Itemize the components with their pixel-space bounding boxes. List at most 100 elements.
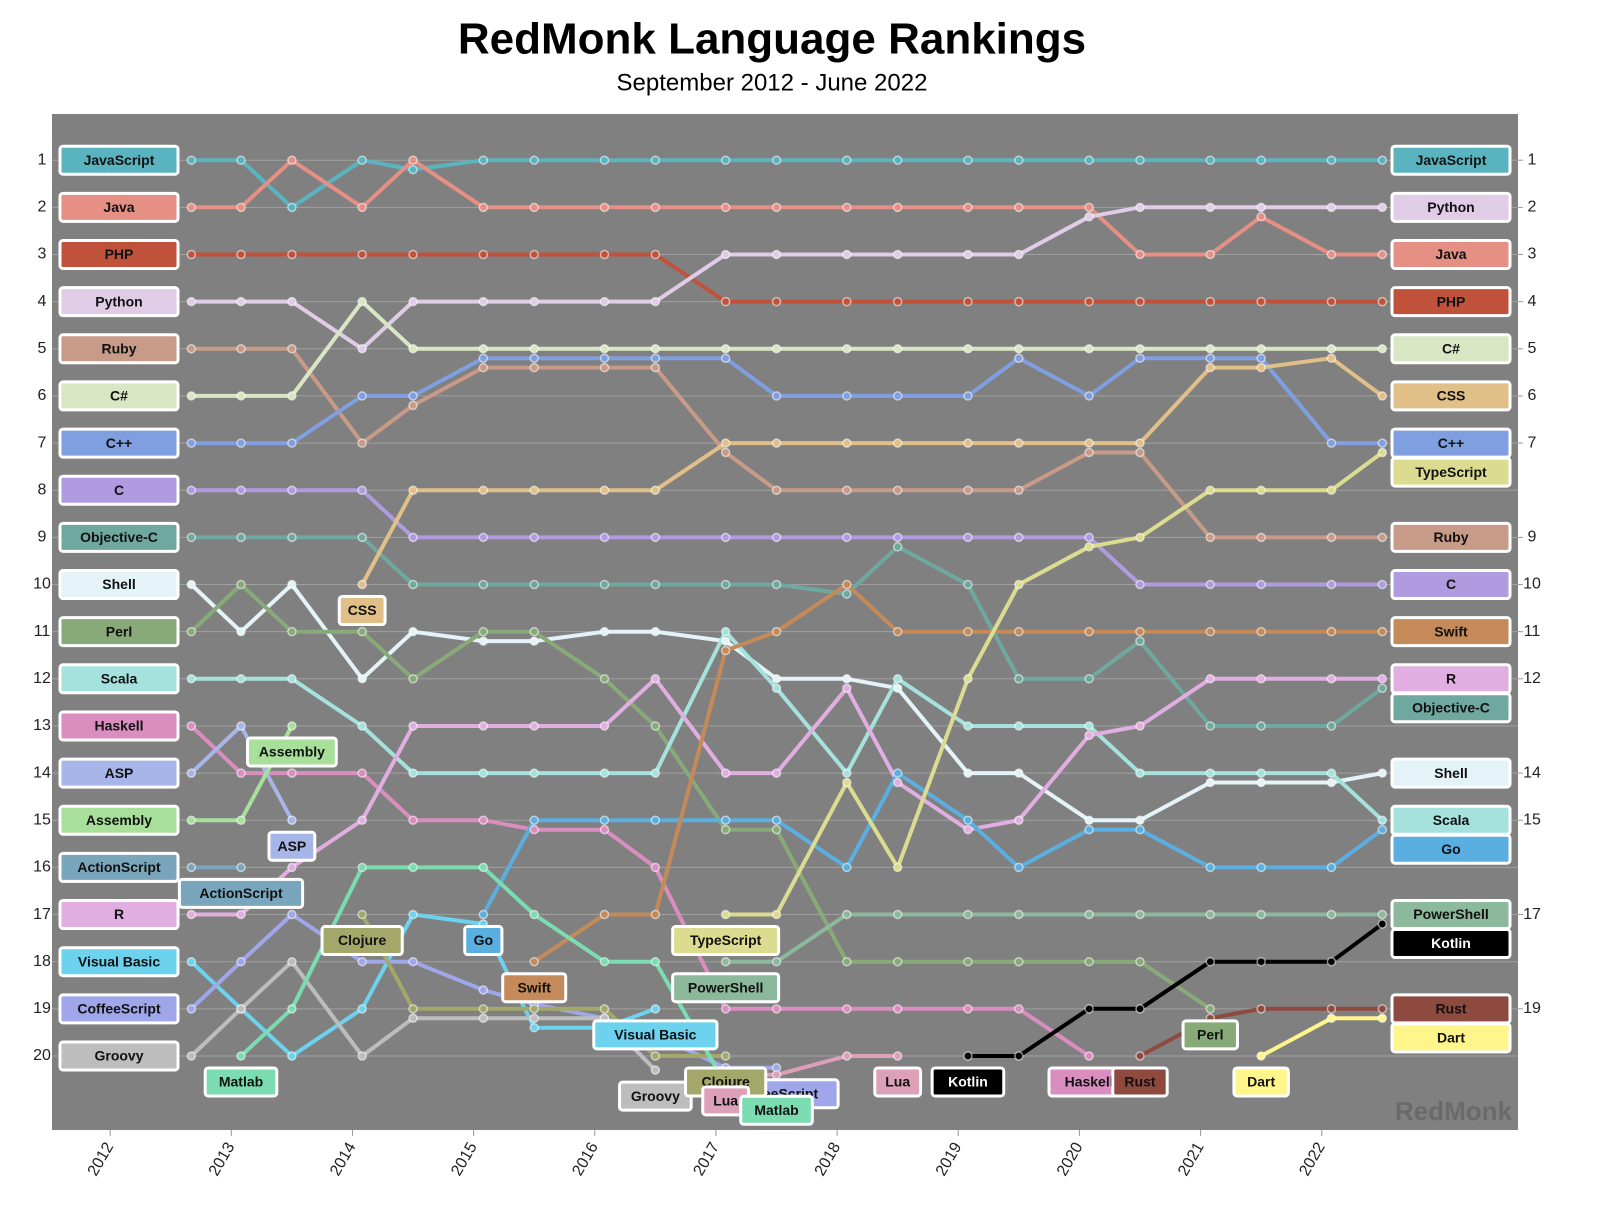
series-point [529,344,539,354]
series-point [1205,249,1216,260]
series-point [357,674,367,684]
series-point [599,532,610,543]
series-point [1256,155,1266,165]
series-point [1014,438,1024,448]
series-point [1084,1004,1094,1014]
series-point [1326,674,1337,684]
series-point [963,815,973,825]
label-text: Haskell [1065,1074,1114,1090]
series-point [1014,296,1024,307]
series-point [1326,249,1337,260]
series-point [1205,956,1216,967]
legend-right: Shell [1390,757,1512,789]
series-point [771,202,782,213]
series-point [236,862,246,873]
series-point [1377,249,1388,260]
label-text: PowerShell [688,979,763,995]
series-point [408,155,418,165]
series-point [408,674,418,684]
label-box [1390,238,1512,270]
legend-left: C++ [58,427,180,459]
x-tick-label: 2017 [691,1140,724,1179]
series-point [1256,1051,1266,1061]
series-point [650,296,661,307]
series-point [771,438,782,448]
series-point [1377,532,1388,543]
label-box [58,238,180,270]
series-point [186,391,197,401]
series-point [287,579,297,590]
series-point [186,1051,197,1061]
series-point [1084,674,1094,684]
series-point [720,438,731,448]
series-point [1135,824,1145,835]
series-point [1205,296,1216,307]
series-point [287,956,297,967]
series-point [357,296,367,307]
series-point [1256,768,1266,778]
label-box [58,191,180,223]
label-box [1181,1019,1239,1051]
legend-right: Dart [1390,1022,1512,1054]
series-point [771,391,782,401]
series-point [963,824,973,835]
series-point [1205,155,1216,165]
series-point [599,249,610,260]
y-tick-label: 11 [34,623,51,640]
y2-tick-label: 3 [1528,246,1537,263]
series-point [720,249,731,260]
label-text: CSS [348,602,377,618]
series-point [186,155,197,165]
label-text: Rust [1124,1074,1155,1090]
series-point [1135,768,1145,778]
series-point [1084,438,1094,448]
series-point [408,815,418,825]
series-point [892,438,903,448]
series-point [529,721,539,731]
series-point [357,344,367,354]
label-text: Kotlin [1431,935,1471,951]
series-point [892,391,903,401]
x-tick-label: 2019 [933,1140,966,1179]
series-point [963,909,973,920]
x-tick-label: 2013 [206,1140,239,1179]
legend-left: C# [58,380,180,412]
y-tick-label: 10 [33,576,51,593]
series-point [236,579,246,590]
series-point [186,674,197,684]
series-point [1014,353,1024,363]
legend-left: Groovy [58,1040,180,1072]
y2-tick-label: 17 [1523,906,1541,923]
series-point [599,296,610,307]
series-point [1256,485,1266,495]
series-point [236,155,246,165]
label-text: Lua [885,1074,910,1090]
series-point [892,249,903,260]
legend-right: Go [1390,833,1512,865]
end-label: Assembly [245,736,338,768]
y2-tick-label: 6 [1528,387,1537,404]
y-tick-label: 16 [33,859,51,876]
y-tick-label: 9 [38,529,47,546]
series-point [1256,212,1266,222]
series-point [287,249,297,260]
series-point [186,815,197,825]
series-point [186,721,197,731]
series-point [963,202,973,213]
series-point [1084,155,1094,165]
legend-left: Perl [58,616,180,648]
y2-tick-label: 5 [1528,340,1537,357]
label-box [739,1094,814,1126]
series-point [287,626,297,637]
label-box [58,663,180,695]
series-point [1205,674,1216,684]
label-text: Scala [101,671,138,687]
series-point [1256,353,1266,363]
label-box [1232,1066,1290,1098]
end-label: Perl [1181,1019,1239,1051]
label-text: PowerShell [1413,906,1488,922]
series-point [1135,155,1145,165]
series-point [1377,824,1388,835]
series-point [287,344,297,354]
series-point [650,1051,661,1061]
